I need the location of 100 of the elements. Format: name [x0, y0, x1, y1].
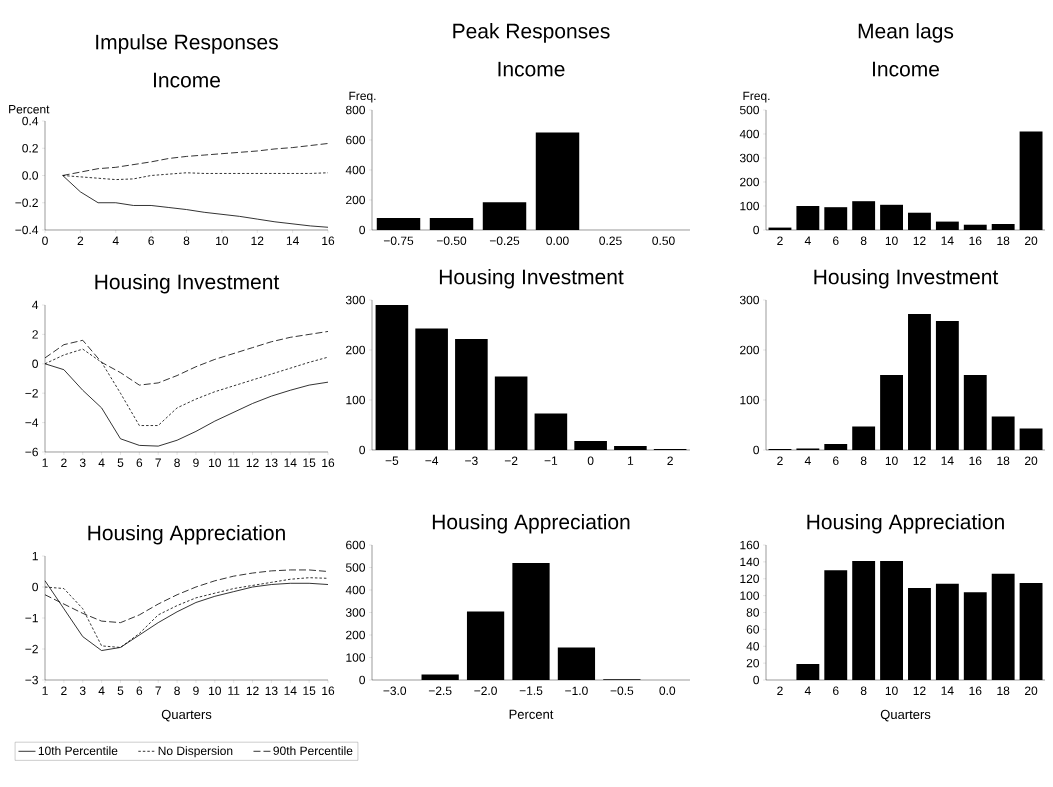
- y-axis-title: Percent: [9, 105, 50, 114]
- x-tick-label: 12: [913, 456, 926, 465]
- y-tick-label: 100: [740, 201, 760, 211]
- y-tick-label: 300: [345, 608, 366, 617]
- x-axis-title: Percent: [509, 709, 554, 719]
- x-tick-label: −3: [465, 456, 478, 466]
- x-tick-label: 8: [174, 458, 180, 468]
- x-tick-label: 20: [1025, 456, 1038, 466]
- x-tick-label: 18: [997, 456, 1010, 466]
- chart-title: Housing Investment: [439, 268, 624, 289]
- y-tick-label: −4: [25, 418, 39, 427]
- y-tick-label: −2: [25, 389, 38, 398]
- x-tick-label: 2: [77, 236, 84, 245]
- x-tick-label: −0.50: [436, 236, 467, 246]
- chart-title: Peak Responses: [453, 23, 610, 43]
- y-tick-label: 500: [345, 563, 366, 572]
- x-tick-label: 16: [322, 686, 335, 696]
- chart-subtitle: Income: [154, 72, 220, 88]
- x-tick-label: −4: [425, 456, 439, 465]
- y-tick-label: 100: [346, 395, 366, 405]
- y-tick-label: 200: [346, 630, 366, 640]
- chart-title: Housing Investment: [95, 273, 280, 294]
- x-tick-label: 14: [284, 686, 297, 695]
- x-tick-label: 0.0: [659, 686, 676, 696]
- x-tick-label: 10: [216, 236, 229, 246]
- x-tick-label: 14: [284, 458, 297, 467]
- y-tick-label: 20: [746, 658, 760, 668]
- y-tick-label: 1: [32, 551, 38, 561]
- x-tick-label: 0.00: [546, 236, 569, 246]
- x-tick-label: 0: [42, 236, 48, 246]
- x-tick-label: −2: [504, 456, 518, 465]
- y-tick-label: 40: [746, 642, 760, 651]
- x-tick-label: 0.25: [599, 236, 622, 246]
- x-tick-label: 2: [61, 458, 67, 467]
- y-tick-label: 0.2: [22, 144, 38, 153]
- x-tick-label: 0: [587, 456, 594, 466]
- x-tick-label: 13: [265, 686, 278, 696]
- chart-title: Housing Investment: [814, 268, 999, 289]
- x-tick-label: 4: [804, 456, 811, 465]
- y-tick-label: 0.0: [22, 171, 39, 180]
- y-tick-label: 400: [345, 585, 366, 595]
- y-tick-label: 200: [740, 345, 760, 355]
- y-tick-label: 0: [753, 675, 760, 685]
- y-tick-label: 0: [359, 445, 366, 455]
- x-tick-label: 1: [42, 458, 48, 467]
- y-tick-label: 60: [746, 625, 760, 634]
- y-tick-label: 800: [345, 105, 366, 115]
- x-tick-label: 11: [228, 686, 240, 695]
- y-tick-label: 200: [740, 177, 760, 187]
- y-tick-label: 0: [32, 359, 39, 369]
- x-tick-label: 9: [193, 686, 199, 696]
- y-axis-title: Freq.: [349, 91, 376, 103]
- x-tick-label: 2: [777, 456, 783, 465]
- x-tick-label: 15: [303, 458, 316, 467]
- chart-title: Housing Appreciation: [88, 524, 285, 545]
- x-tick-label: 13: [265, 458, 278, 468]
- y-tick-label: 600: [346, 135, 366, 145]
- chart-title: Housing Appreciation: [432, 513, 630, 534]
- y-axis-title: Freq.: [743, 91, 770, 103]
- x-tick-label: 12: [246, 458, 259, 467]
- y-tick-label: 0.4: [22, 116, 39, 126]
- y-tick-label: 0: [32, 582, 39, 592]
- x-axis-title: Quarters: [161, 709, 212, 722]
- x-tick-label: 11: [228, 458, 240, 467]
- x-tick-label: 12: [913, 236, 926, 245]
- y-tick-label: −0.2: [15, 198, 38, 207]
- y-tick-label: −3: [25, 675, 38, 685]
- y-tick-label: −1: [25, 613, 38, 623]
- y-tick-label: 2: [32, 330, 38, 339]
- legend-label: No Dispersion: [158, 746, 233, 758]
- x-tick-label: −0.25: [489, 236, 520, 246]
- x-tick-label: −1.0: [565, 686, 588, 696]
- x-tick-label: 2: [777, 686, 783, 695]
- x-tick-label: 3: [79, 458, 86, 468]
- y-tick-label: 100: [346, 653, 366, 662]
- x-tick-label: 16: [969, 236, 982, 246]
- y-tick-label: 400: [739, 129, 760, 139]
- chart-title: Impulse Responses: [96, 34, 278, 54]
- y-tick-label: 400: [345, 165, 366, 175]
- y-tick-label: 300: [739, 295, 760, 305]
- y-tick-label: 100: [740, 591, 760, 600]
- y-tick-label: 0: [359, 225, 366, 235]
- chart-subtitle: Income: [873, 61, 940, 77]
- x-tick-label: 16: [969, 456, 982, 466]
- y-tick-label: 500: [739, 105, 760, 115]
- x-tick-label: 16: [322, 458, 335, 468]
- x-tick-label: 18: [997, 236, 1010, 246]
- x-tick-label: −0.75: [383, 236, 414, 246]
- x-tick-label: 10: [209, 686, 221, 696]
- y-tick-label: 120: [740, 574, 760, 584]
- x-tick-label: 5: [117, 458, 124, 467]
- x-tick-label: 6: [833, 456, 839, 466]
- x-tick-label: 7: [155, 686, 161, 695]
- legend-label: 10th Percentile: [38, 746, 118, 756]
- x-tick-label: 6: [136, 686, 143, 696]
- chart-title: Mean lags: [858, 23, 954, 43]
- x-tick-label: 10: [885, 236, 898, 246]
- x-tick-label: 8: [174, 686, 180, 696]
- x-tick-label: 4: [98, 458, 105, 467]
- x-tick-label: 8: [860, 236, 867, 246]
